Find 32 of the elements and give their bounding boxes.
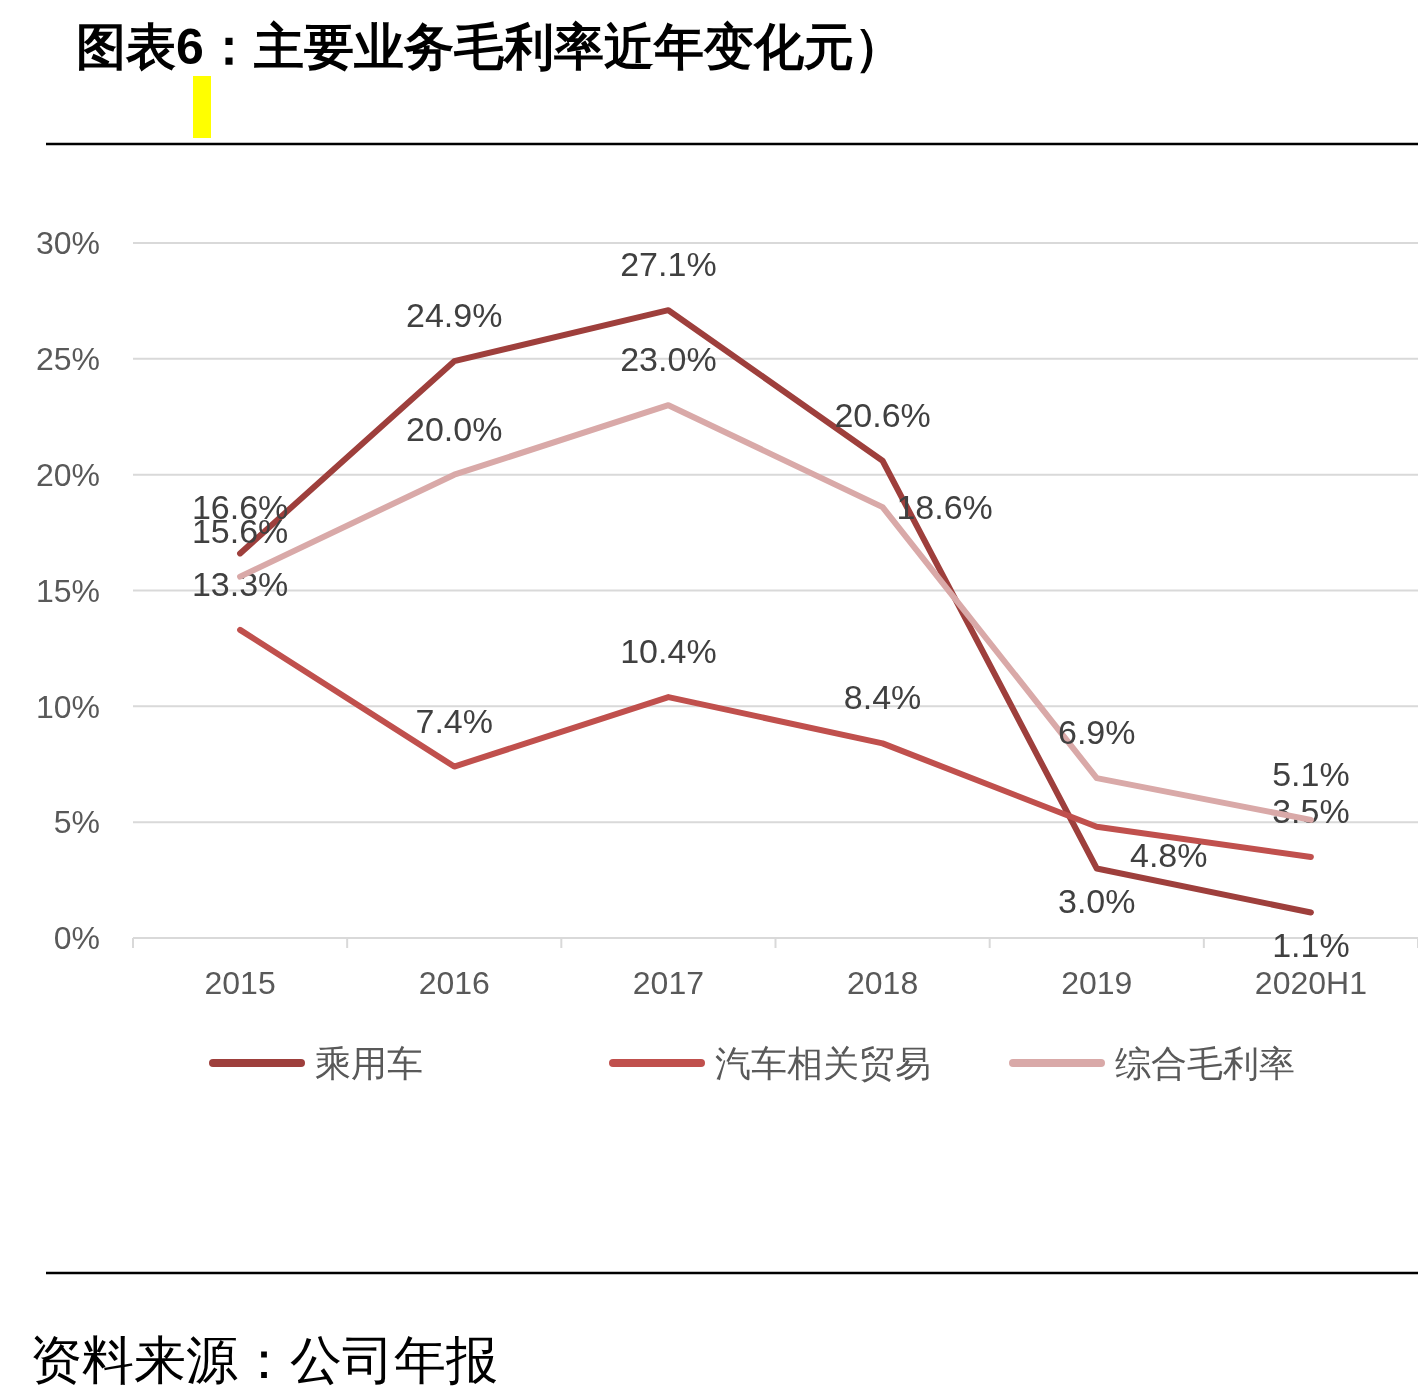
y-tick-label: 30% — [35, 225, 100, 262]
x-tick-label: 2017 — [632, 965, 705, 1001]
data-label: 20.0% — [406, 409, 503, 448]
data-label: 23.0% — [620, 340, 717, 379]
x-tick-label: 2019 — [1061, 965, 1133, 1001]
text: 资料来源：公司年报 — [30, 1331, 498, 1389]
x-tick-label: 2016 — [418, 965, 490, 1001]
data-label: 6.9% — [1058, 713, 1136, 752]
chart-title: 图表6：主要业务毛利率近年变化元） — [76, 19, 904, 75]
data-label: 5.1% — [1272, 754, 1350, 793]
data-label: 10.4% — [620, 632, 717, 671]
y-tick-label: 5% — [53, 804, 100, 841]
y-tick-label: 20% — [35, 456, 100, 493]
x-tick-label: 2020H1 — [1254, 965, 1367, 1001]
y-tick-label: 15% — [35, 572, 100, 609]
y-tick-label: 0% — [53, 920, 100, 957]
data-label: 24.9% — [406, 296, 503, 335]
data-label: 13.3% — [191, 564, 289, 603]
y-tick-label: 10% — [35, 688, 100, 725]
data-label: 8.4% — [843, 678, 922, 717]
x-tick-label: 2015 — [204, 965, 276, 1001]
data-label: 20.6% — [834, 395, 931, 434]
data-label: 1.1% — [1272, 925, 1350, 964]
x-tick-label: 2018 — [846, 965, 919, 1001]
legend-label: 汽车相关贸易 — [715, 1042, 931, 1084]
legend-label: 乘用车 — [315, 1042, 423, 1084]
data-label: 7.4% — [415, 701, 493, 740]
legend-label: 综合毛利率 — [1115, 1042, 1295, 1084]
data-label: 3.0% — [1058, 881, 1136, 920]
data-label: 4.8% — [1130, 835, 1208, 874]
y-tick-label: 25% — [35, 341, 100, 378]
data-label: 27.1% — [620, 245, 717, 284]
